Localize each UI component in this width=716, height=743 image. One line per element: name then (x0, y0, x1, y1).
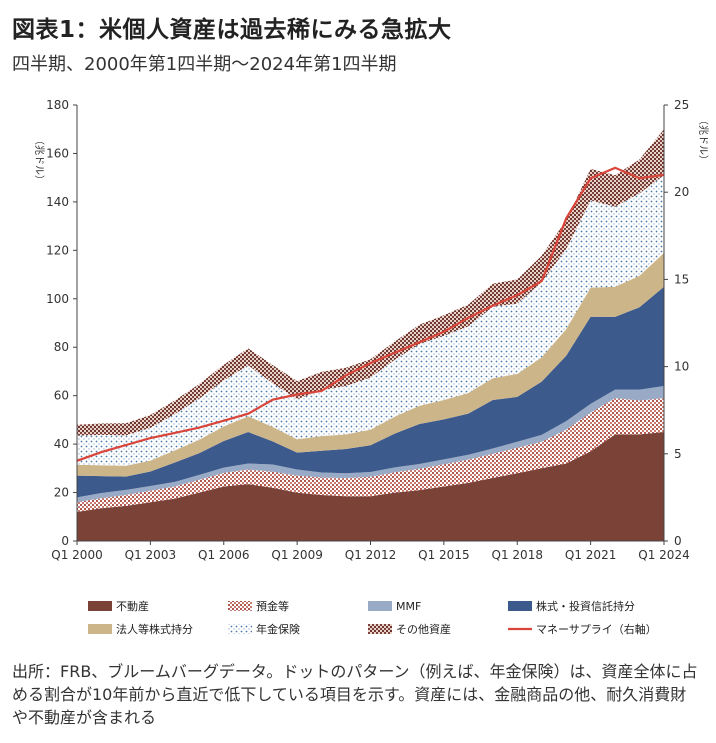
chart-axes: 0 20 40 60 80 100 120 140 160 180 0 5 10 15 20 25 Q1 200… (33, 98, 709, 562)
y2-tick-label: 0 (674, 534, 682, 548)
y2-tick-label: 5 (674, 447, 682, 461)
y2-tick-label: 15 (674, 272, 689, 286)
area-series-5 (77, 252, 664, 477)
chart-subtitle: 四半期、2000年第1四半期〜2024年第1四半期 (12, 54, 397, 75)
area-series-1 (77, 432, 664, 541)
legend-label: 預金等 (256, 599, 289, 613)
x-tick-label: Q1 2000 (51, 548, 102, 562)
legend-label: その他資産 (396, 623, 451, 636)
y2-tick-label: 20 (674, 185, 689, 199)
area-series-3 (77, 386, 664, 503)
legend-label: 不動産 (116, 599, 149, 613)
legend-item: 年金保険 (228, 622, 300, 636)
y-tick-label: 40 (54, 437, 69, 451)
y-tick-label: 100 (46, 292, 69, 306)
legend-item: 株式・投資信託持分 (508, 599, 635, 613)
legend-swatch (228, 624, 252, 634)
legend-swatch (88, 624, 112, 634)
legend-label: 法人等株式持分 (116, 622, 193, 636)
legend-item: 法人等株式持分 (88, 622, 193, 636)
area-series-2 (77, 398, 664, 512)
x-tick-label: Q1 2003 (125, 548, 176, 562)
money-supply-line-layer (76, 166, 665, 462)
y-tick-label: 180 (46, 98, 69, 112)
legend-swatch (368, 601, 392, 611)
x-tick-label: Q1 2015 (418, 548, 469, 562)
area-series-7 (77, 129, 664, 436)
chart: 0 20 40 60 80 100 120 140 160 180 0 5 10 15 20 25 Q1 200… (33, 98, 709, 636)
x-tick-label: Q1 2018 (492, 548, 543, 562)
chart-title: 図表1：米個人資産は過去稀にみる急拡大 (12, 17, 452, 43)
y2-axis-label: （兆ドル） (697, 115, 709, 165)
source-note: 出所：FRB、ブルームバーグデータ。ドットのパターン（例えば、年金保険）は、資産… (12, 662, 698, 727)
legend-item: 預金等 (228, 599, 289, 613)
legend-swatch (88, 601, 112, 611)
y-tick-label: 140 (46, 195, 69, 209)
x-tick-label: Q1 2024 (638, 548, 689, 562)
legend-label: MMF (396, 600, 421, 613)
legend-item: マネーサプライ（右軸） (508, 622, 657, 636)
legend-swatch (368, 624, 392, 634)
legend-label: マネーサプライ（右軸） (536, 622, 657, 636)
legend-item: MMF (368, 600, 421, 613)
y2-tick-label: 25 (674, 98, 689, 112)
area-series-6 (77, 175, 664, 466)
y-tick-label: 160 (46, 146, 69, 160)
x-tick-label: Q1 2006 (198, 548, 249, 562)
y-tick-label: 20 (54, 486, 69, 500)
y2-tick-label: 10 (674, 360, 689, 374)
money-supply-line (76, 166, 665, 462)
legend-item: その他資産 (368, 623, 451, 636)
legend-label: 年金保険 (256, 622, 300, 636)
stacked-areas (77, 129, 664, 541)
legend-swatch (228, 601, 252, 611)
x-tick-label: Q1 2012 (345, 548, 396, 562)
y-axis-label: （兆ドル） (33, 135, 45, 185)
x-tick-label: Q1 2009 (271, 548, 322, 562)
y-tick-label: 120 (46, 243, 69, 257)
area-series-4 (77, 286, 664, 498)
legend-swatch (508, 601, 532, 611)
y-tick-label: 0 (61, 534, 69, 548)
x-tick-label: Q1 2021 (565, 548, 616, 562)
legend-label: 株式・投資信託持分 (536, 599, 635, 613)
y-tick-label: 60 (54, 389, 69, 403)
y-tick-label: 80 (54, 340, 69, 354)
legend-item: 不動産 (88, 599, 149, 613)
